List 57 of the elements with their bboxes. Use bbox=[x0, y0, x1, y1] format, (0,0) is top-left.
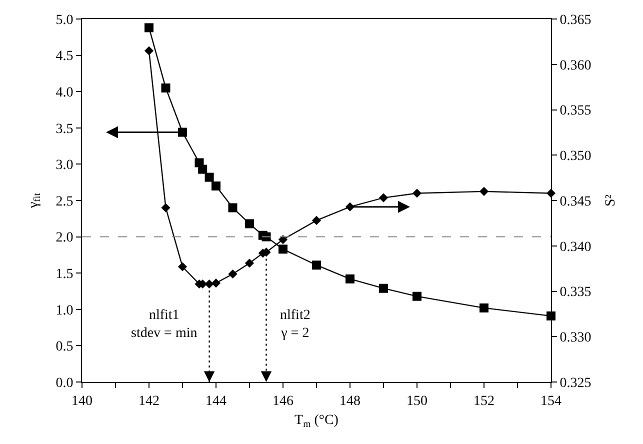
x-tick-label: 146 bbox=[272, 394, 294, 409]
y-tick-label: 4.0 bbox=[56, 86, 74, 100]
point bbox=[161, 203, 170, 212]
point bbox=[211, 278, 221, 288]
y-tick-label: 0.5 bbox=[56, 340, 74, 355]
point bbox=[278, 234, 288, 244]
point bbox=[161, 83, 170, 92]
y-tick-label: 3.5 bbox=[56, 122, 74, 137]
point bbox=[378, 193, 388, 202]
point bbox=[480, 303, 488, 312]
point bbox=[312, 216, 322, 226]
y2-axis-title: S² bbox=[604, 194, 619, 206]
y-tick-label: 0.0 bbox=[56, 376, 74, 391]
y2-tick-label: 0.350 bbox=[560, 149, 592, 164]
point bbox=[379, 284, 388, 293]
y2-tick-label: 0.360 bbox=[560, 58, 592, 74]
x-tick-label: 148 bbox=[340, 394, 360, 409]
x-tick-label: 150 bbox=[406, 394, 428, 409]
y-tick-label: 3.0 bbox=[56, 158, 74, 174]
y2-tick-label: 0.355 bbox=[560, 104, 592, 119]
point bbox=[278, 244, 288, 254]
point bbox=[245, 219, 254, 228]
y2-tick-label: 0.345 bbox=[560, 194, 592, 210]
point bbox=[312, 260, 321, 270]
point bbox=[178, 128, 187, 137]
point bbox=[144, 23, 154, 32]
x-tick-label: 140 bbox=[72, 394, 92, 409]
x-axis-title: T$_{m}$ (°C) bbox=[294, 413, 339, 430]
point bbox=[228, 269, 238, 279]
y-tick-label: 2.5 bbox=[56, 194, 74, 210]
y-tick-label: 2.0 bbox=[56, 230, 74, 246]
annotation: nlfit1 stdev = min bbox=[131, 308, 198, 342]
y2-tick-label: 0.335 bbox=[560, 285, 592, 300]
point bbox=[228, 203, 238, 212]
y-tick-label: 1.5 bbox=[56, 267, 74, 282]
point bbox=[412, 292, 422, 301]
y2-tick-label: 0.330 bbox=[560, 330, 592, 346]
point bbox=[479, 186, 489, 196]
point bbox=[244, 258, 254, 268]
annotation: nlfit2 γ = 2 bbox=[280, 308, 310, 342]
point bbox=[178, 262, 188, 272]
y2-tick-label: 0.365 bbox=[560, 12, 592, 28]
x-tick-label: 144 bbox=[206, 394, 226, 409]
y2-tick-label: 0.325 bbox=[560, 376, 592, 391]
y-tick-label: 5.0 bbox=[56, 12, 74, 28]
x-tick-label: 142 bbox=[138, 394, 160, 409]
point bbox=[204, 172, 214, 182]
point bbox=[144, 46, 154, 56]
point bbox=[412, 188, 422, 198]
point bbox=[212, 181, 220, 190]
x-tick-label: 152 bbox=[474, 394, 494, 409]
y2-tick-label: 0.340 bbox=[560, 240, 592, 255]
y-tick-label: 1.0 bbox=[56, 303, 74, 318]
point bbox=[198, 164, 208, 174]
point bbox=[346, 274, 354, 284]
x-tick-label: 154 bbox=[540, 394, 562, 409]
y-tick-label: 4.5 bbox=[56, 49, 74, 64]
